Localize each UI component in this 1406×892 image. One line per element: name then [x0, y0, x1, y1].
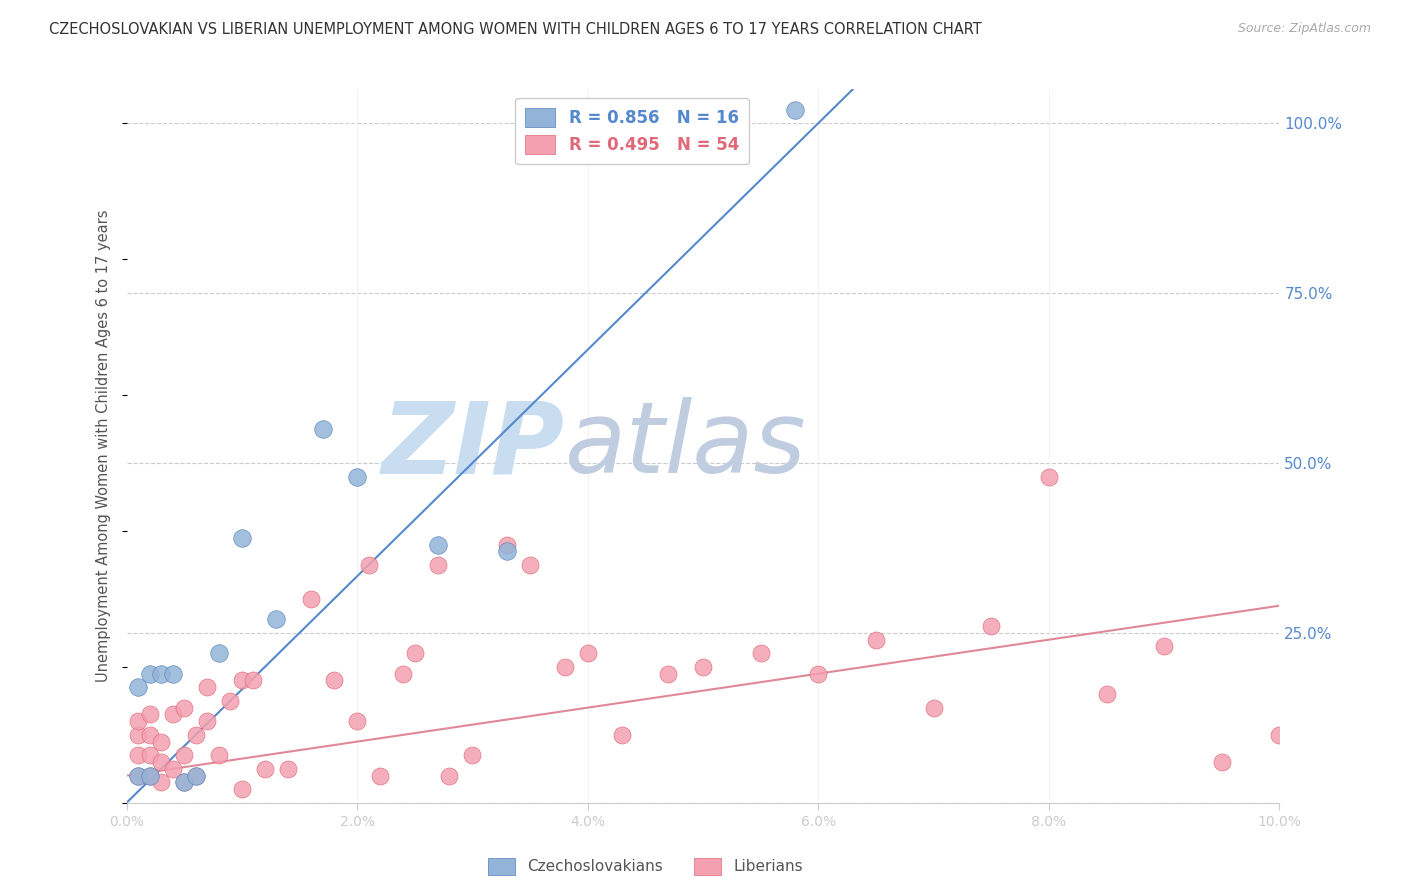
- Point: [127, 714, 149, 729]
- Point: [138, 707, 160, 722]
- Point: [127, 680, 149, 694]
- Text: CZECHOSLOVAKIAN VS LIBERIAN UNEMPLOYMENT AMONG WOMEN WITH CHILDREN AGES 6 TO 17 : CZECHOSLOVAKIAN VS LIBERIAN UNEMPLOYMENT…: [49, 22, 981, 37]
- Point: [311, 422, 333, 436]
- Point: [368, 769, 391, 783]
- Point: [404, 646, 426, 660]
- Point: [461, 748, 484, 763]
- Point: [426, 558, 449, 572]
- Point: [346, 469, 368, 483]
- Legend: Czechoslovakians, Liberians: Czechoslovakians, Liberians: [482, 852, 808, 880]
- Point: [173, 748, 195, 763]
- Text: ZIP: ZIP: [381, 398, 565, 494]
- Point: [299, 591, 322, 606]
- Point: [807, 666, 830, 681]
- Point: [554, 660, 576, 674]
- Point: [980, 619, 1002, 633]
- Point: [253, 762, 276, 776]
- Point: [865, 632, 887, 647]
- Point: [162, 707, 184, 722]
- Point: [184, 728, 207, 742]
- Point: [195, 680, 218, 694]
- Point: [426, 537, 449, 551]
- Point: [231, 673, 253, 688]
- Point: [266, 612, 288, 626]
- Y-axis label: Unemployment Among Women with Children Ages 6 to 17 years: Unemployment Among Women with Children A…: [96, 210, 111, 682]
- Point: [150, 775, 173, 789]
- Point: [496, 544, 519, 558]
- Point: [173, 775, 195, 789]
- Point: [208, 748, 231, 763]
- Point: [231, 782, 253, 797]
- Point: [323, 673, 346, 688]
- Point: [127, 748, 149, 763]
- Point: [219, 694, 242, 708]
- Point: [138, 769, 160, 783]
- Point: [138, 769, 160, 783]
- Point: [173, 775, 195, 789]
- Point: [657, 666, 679, 681]
- Point: [150, 734, 173, 748]
- Point: [242, 673, 264, 688]
- Point: [1038, 469, 1060, 483]
- Point: [127, 769, 149, 783]
- Point: [692, 660, 714, 674]
- Point: [195, 714, 218, 729]
- Point: [392, 666, 415, 681]
- Point: [138, 666, 160, 681]
- Point: [612, 728, 634, 742]
- Point: [184, 769, 207, 783]
- Point: [1095, 687, 1118, 701]
- Text: atlas: atlas: [565, 398, 806, 494]
- Point: [150, 666, 173, 681]
- Point: [162, 762, 184, 776]
- Point: [1268, 728, 1291, 742]
- Point: [785, 103, 807, 117]
- Point: [346, 714, 368, 729]
- Point: [127, 728, 149, 742]
- Point: [1211, 755, 1233, 769]
- Point: [208, 646, 231, 660]
- Point: [496, 537, 519, 551]
- Point: [138, 728, 160, 742]
- Point: [576, 646, 599, 660]
- Point: [749, 646, 772, 660]
- Point: [439, 769, 461, 783]
- Point: [922, 700, 945, 714]
- Point: [127, 769, 149, 783]
- Point: [231, 531, 253, 545]
- Point: [173, 700, 195, 714]
- Point: [138, 748, 160, 763]
- Point: [1153, 640, 1175, 654]
- Point: [519, 558, 541, 572]
- Point: [357, 558, 380, 572]
- Point: [277, 762, 299, 776]
- Text: Source: ZipAtlas.com: Source: ZipAtlas.com: [1237, 22, 1371, 36]
- Point: [162, 666, 184, 681]
- Point: [184, 769, 207, 783]
- Point: [150, 755, 173, 769]
